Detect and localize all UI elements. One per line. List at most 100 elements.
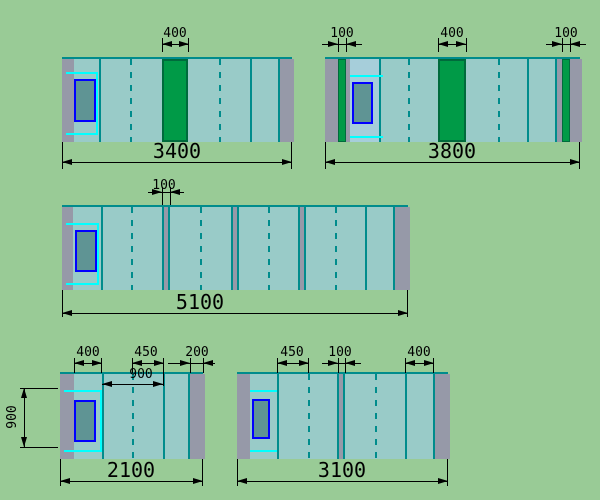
dim-line (62, 162, 292, 163)
teal-divider (250, 59, 252, 142)
dim-line (546, 44, 586, 45)
dim-arrow (62, 310, 72, 316)
dim-label: 400 (407, 345, 431, 360)
dim-arrow (398, 310, 408, 316)
teal-divider (101, 207, 103, 290)
dim-arrow (237, 478, 247, 484)
end-cap-left (62, 207, 73, 290)
dim-label: 400 (76, 345, 100, 360)
door-window (74, 79, 96, 122)
cyan-opening-line (64, 450, 101, 452)
dim-label-vertical: 900 (5, 405, 20, 429)
dim-arrow (325, 159, 335, 165)
dim-arrow (438, 478, 448, 484)
cyan-opening-line (350, 136, 383, 138)
dim-arrow (179, 41, 189, 47)
dim-label: 100 (152, 178, 176, 193)
dim-label: 450 (280, 345, 304, 360)
dim-arrow (345, 360, 355, 366)
dim-arrow (438, 41, 448, 47)
dim-arrow (456, 41, 466, 47)
cyan-opening-line (66, 283, 97, 285)
dim-line (132, 363, 164, 364)
dim-extension-line (325, 142, 326, 169)
dim-label-total: 3400 (152, 139, 202, 163)
dim-arrow (92, 360, 102, 366)
dashed-divider (408, 59, 410, 142)
teal-divider (365, 207, 367, 290)
teal-divider (277, 374, 279, 459)
dim-arrow (405, 360, 415, 366)
dim-arrow (153, 381, 163, 387)
dim-extension-line (237, 459, 238, 486)
end-cap-left (60, 374, 74, 459)
teal-divider (405, 374, 407, 459)
dim-line (24, 388, 25, 447)
dim-label-total: 3800 (427, 139, 477, 163)
dim-label-total: 5100 (175, 290, 225, 314)
cyan-opening-line (64, 390, 101, 392)
dim-arrow (74, 360, 84, 366)
dim-arrow (346, 41, 356, 47)
gray-mullion (162, 207, 170, 290)
dim-label: 100 (554, 26, 578, 41)
dim-extension-line (20, 447, 58, 448)
dashed-divider (268, 207, 270, 290)
dim-arrow (299, 360, 309, 366)
dashed-divider (219, 59, 221, 142)
panel-3800-elevation (325, 57, 582, 142)
dim-line (237, 481, 448, 482)
dim-arrow (21, 437, 27, 447)
dashed-divider (375, 374, 377, 459)
cyan-opening-line (350, 75, 383, 77)
dim-arrow (282, 159, 292, 165)
gray-mullion (231, 207, 239, 290)
dim-arrow (62, 159, 72, 165)
dim-arrow (203, 360, 213, 366)
dashed-divider (132, 374, 134, 459)
door-window (252, 399, 270, 439)
dim-line (405, 363, 434, 364)
dim-extension-line (579, 142, 580, 169)
dashed-divider (200, 207, 202, 290)
dim-label: 900 (129, 367, 153, 382)
teal-divider (527, 59, 529, 142)
dim-arrow (180, 360, 190, 366)
dim-label: 400 (440, 26, 464, 41)
dim-arrow (328, 360, 338, 366)
dim-extension-line (190, 358, 191, 373)
dim-arrow (162, 41, 172, 47)
cyan-opening-line (66, 72, 97, 74)
dim-arrow (170, 189, 180, 195)
cyan-opening-line (250, 390, 277, 392)
dim-arrow (570, 159, 580, 165)
dim-arrow (552, 41, 562, 47)
dim-line (74, 363, 102, 364)
dim-line (162, 44, 189, 45)
dim-label: 100 (328, 345, 352, 360)
dim-arrow (570, 41, 580, 47)
dim-line (168, 363, 215, 364)
dim-extension-line (162, 187, 163, 205)
dim-arrow (152, 189, 162, 195)
dim-line (325, 162, 580, 163)
dim-line (62, 313, 408, 314)
dim-extension-line (562, 38, 563, 52)
teal-divider (102, 374, 104, 459)
dim-arrow (424, 360, 434, 366)
panel-2100-elevation (60, 372, 205, 459)
teal-divider (379, 59, 381, 142)
dim-extension-line (20, 388, 58, 389)
end-cap-right (393, 207, 410, 290)
cyan-opening-line (97, 223, 99, 285)
dashed-divider (335, 207, 337, 290)
teal-divider (163, 374, 165, 459)
dim-label: 100 (330, 26, 354, 41)
panel-3400-elevation (62, 57, 294, 142)
end-cap-right (433, 374, 450, 459)
dim-extension-line (62, 142, 63, 169)
dim-line (322, 44, 362, 45)
dim-arrow (21, 388, 27, 398)
dim-extension-line (163, 358, 164, 386)
